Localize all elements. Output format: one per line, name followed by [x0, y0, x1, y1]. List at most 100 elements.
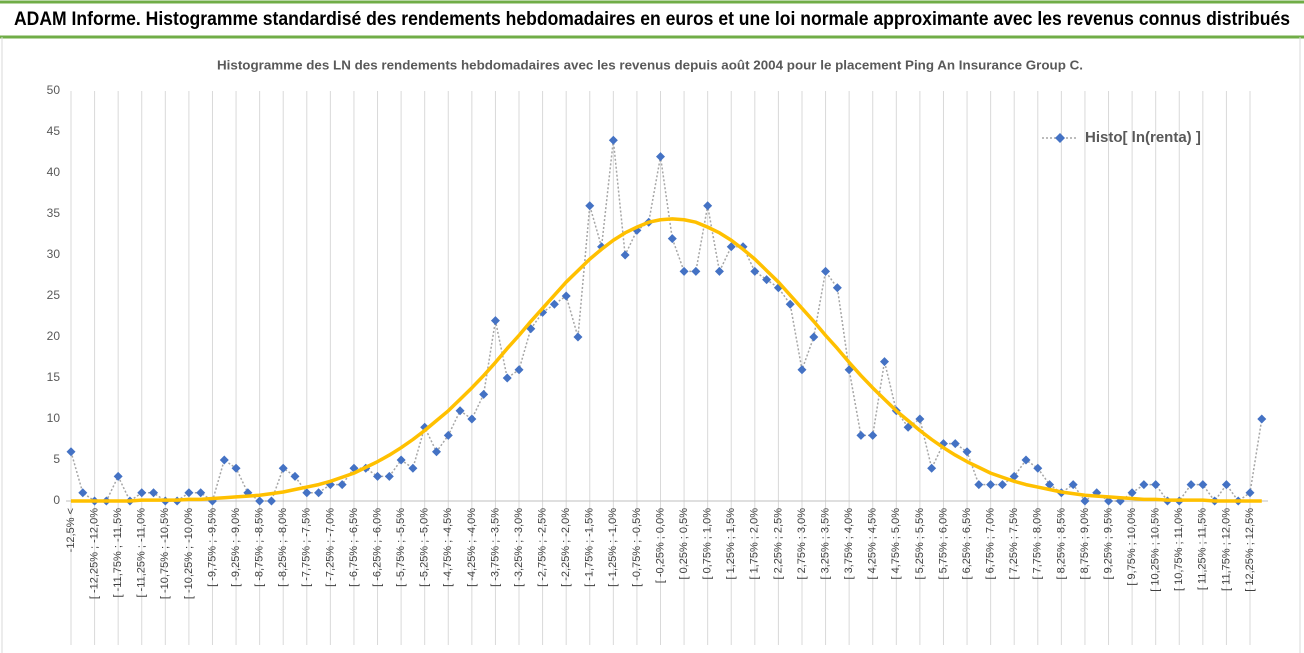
x-tick-label: [ -10,75% ; -10,5% [159, 508, 171, 599]
y-tick-label: 45 [47, 124, 61, 138]
data-point [502, 373, 512, 383]
x-tick-label: [ 0,75% ; 1,0% [702, 508, 714, 580]
data-point [821, 266, 831, 276]
x-tick-label: [ -2,25% ; -2,0% [560, 508, 572, 587]
data-point [302, 488, 312, 498]
x-tick-label: [ 3,75% ; 4,0% [843, 508, 855, 580]
fit-curve [71, 217, 1262, 503]
x-tick-label: [ -7,75% ; -7,5% [301, 508, 313, 587]
data-point [573, 332, 583, 342]
x-tick-label: [ 10,25% ; 10,5% [1150, 508, 1162, 592]
y-tick-label: 50 [47, 83, 61, 97]
data-point [1151, 480, 1161, 490]
x-tick-label: [ 0,25% ; 0,5% [678, 508, 690, 580]
data-point [1221, 480, 1231, 490]
data-point [149, 488, 159, 498]
data-point [455, 406, 465, 416]
data-point [184, 488, 194, 498]
data-point [915, 414, 925, 424]
x-tick-label: [ 4,25% ; 4,5% [867, 508, 879, 580]
data-point [290, 471, 300, 481]
x-tick-label: [ -8,75% ; -8,5% [254, 508, 266, 587]
data-point [490, 316, 500, 326]
data-point [1198, 480, 1208, 490]
data-point [986, 480, 996, 490]
data-point [1245, 488, 1255, 498]
data-point [1257, 414, 1267, 424]
y-tick-label: 20 [47, 329, 61, 343]
x-tick-label: [ 8,25% ; 8,5% [1055, 508, 1067, 580]
x-tick-label: [ -9,25% ; -9,0% [230, 508, 242, 587]
x-tick-label: -12,5% < [65, 508, 77, 552]
x-tick-label: [ 6,75% ; 7,0% [985, 508, 997, 580]
y-tick-label: 15 [47, 370, 61, 384]
legend-marker [1055, 133, 1065, 143]
x-tick-label: [ -0,75% ; -0,5% [631, 508, 643, 587]
data-point [514, 365, 524, 375]
x-tick-label: [ 2,25% ; 2,5% [772, 508, 784, 580]
data-point [608, 135, 618, 145]
x-tick-label: [ 1,25% ; 1,5% [725, 508, 737, 580]
data-point [337, 480, 347, 490]
data-point [667, 234, 677, 244]
legend-label: Histo[ ln(renta) ] [1085, 129, 1201, 146]
data-point [66, 447, 76, 457]
data-point [266, 496, 276, 506]
data-point [479, 389, 489, 399]
x-tick-label: [ 5,75% ; 6,0% [937, 508, 949, 580]
x-tick-label: [ 5,25% ; 5,5% [914, 508, 926, 580]
x-tick-label: [ -0,25% ; 0,0% [654, 508, 666, 583]
data-point [620, 250, 630, 260]
x-tick-label: [ 6,25% ; 6,5% [961, 508, 973, 580]
data-point [1033, 463, 1043, 473]
legend [1000, 112, 1290, 162]
x-tick-label: [ -8,25% ; -8,0% [277, 508, 289, 587]
data-point [762, 275, 772, 285]
data-point [561, 291, 571, 301]
x-tick-label: [ 4,75% ; 5,0% [890, 508, 902, 580]
x-tick-label: [ 9,25% ; 9,5% [1102, 508, 1114, 580]
page-title: ADAM Informe. Histogramme standardisé de… [14, 9, 1290, 30]
x-tick-label: [ -3,75% ; -3,5% [489, 508, 501, 587]
data-point [396, 455, 406, 465]
data-point [314, 488, 324, 498]
data-point [927, 463, 937, 473]
data-point [255, 496, 265, 506]
x-tick-label: [ 1,75% ; 2,0% [749, 508, 761, 580]
data-point [384, 471, 394, 481]
data-point [1021, 455, 1031, 465]
data-point [714, 266, 724, 276]
data-point [856, 430, 866, 440]
x-tick-label: [ 3,25% ; 3,5% [819, 508, 831, 580]
data-point [1139, 480, 1149, 490]
data-point [137, 488, 147, 498]
data-point [1127, 488, 1137, 498]
data-point [656, 152, 665, 162]
x-tick-label: [ 11,25% ; 11,5% [1197, 508, 1209, 590]
x-tick-label: [ -1,25% ; -1,0% [607, 508, 619, 587]
data-point [1045, 480, 1055, 490]
y-tick-label: 0 [53, 493, 60, 507]
data-point [1009, 471, 1019, 481]
data-point [868, 430, 878, 440]
y-tick-label: 5 [53, 452, 60, 466]
data-point [431, 447, 441, 457]
data-point [467, 414, 477, 424]
data-point [1068, 480, 1078, 490]
data-point [691, 266, 701, 276]
data-point [78, 488, 88, 498]
y-tick-label: 30 [47, 247, 61, 261]
data-point [219, 455, 229, 465]
data-point [974, 480, 984, 490]
data-point [950, 439, 960, 449]
data-point [750, 266, 760, 276]
x-tick-label: [ -12,25% ; -12,0% [88, 508, 100, 599]
data-point [797, 365, 807, 375]
data-point [113, 471, 123, 481]
x-tick-label: [ -11,75% ; -11,5% [112, 508, 124, 598]
data-point [278, 463, 288, 473]
x-tick-label: [ -5,25% ; -5,0% [419, 508, 431, 587]
data-point [997, 480, 1007, 490]
x-tick-label: [ -7,25% ; -7,0% [324, 508, 336, 587]
